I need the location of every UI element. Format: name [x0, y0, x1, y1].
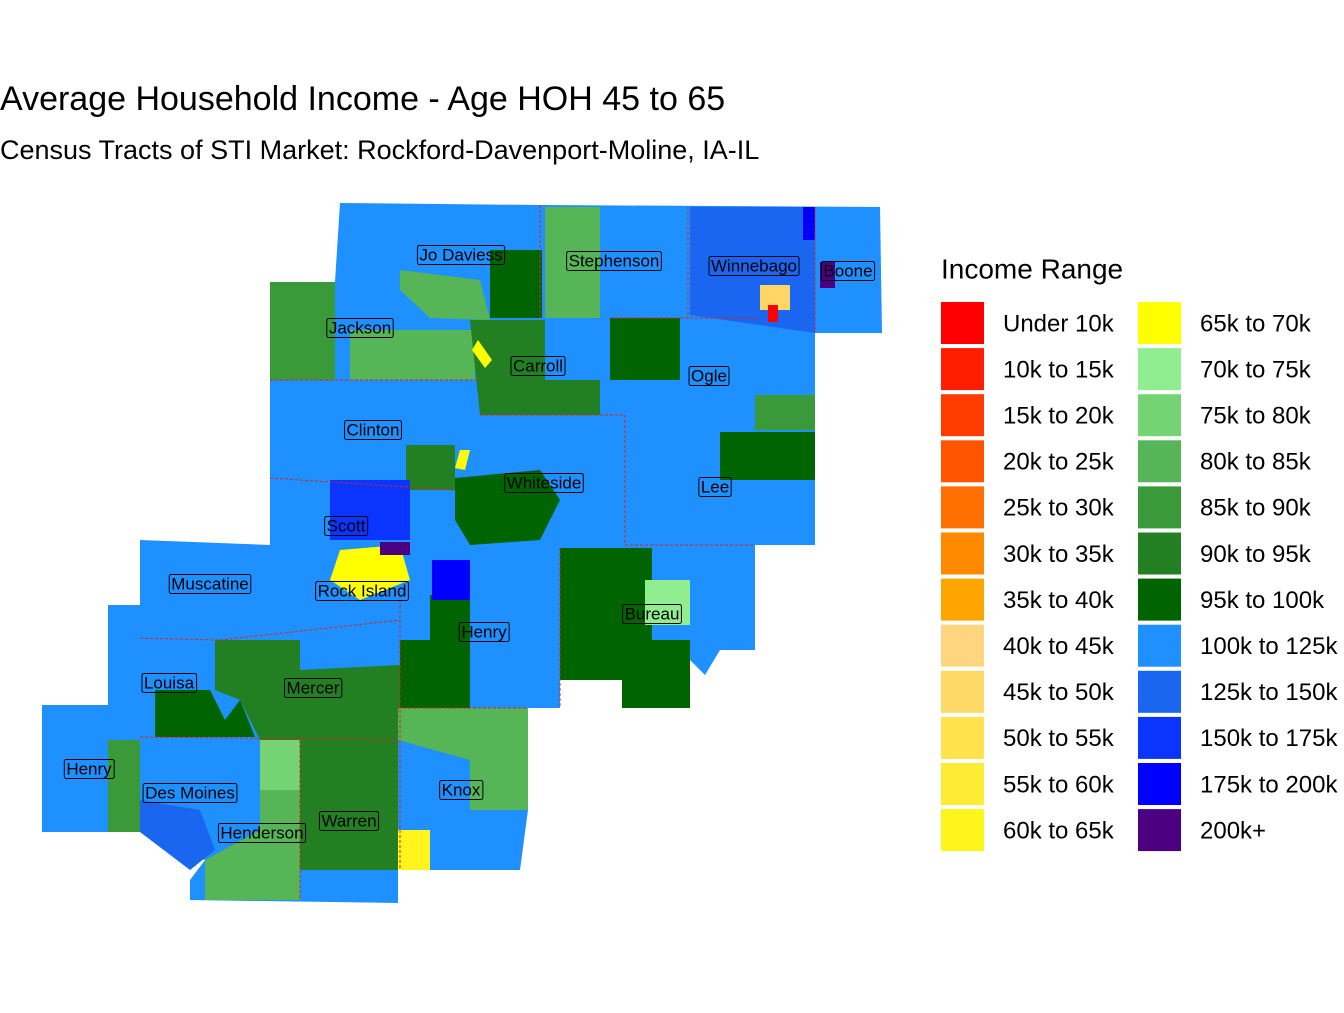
label-box	[510, 355, 566, 376]
legend-swatch	[941, 578, 984, 621]
county-label: Ogle	[691, 366, 727, 385]
label-box	[141, 672, 198, 693]
county-label: Mercer	[287, 678, 340, 697]
subtitle: Census Tracts of STI Market: Rockford-Da…	[0, 135, 759, 165]
label-box	[142, 782, 238, 803]
county-label: Henry	[461, 622, 507, 641]
legend-title: Income Range	[941, 253, 1123, 284]
legend-swatch	[1138, 302, 1181, 344]
legend-label: 30k to 35k	[1003, 541, 1115, 568]
label-box	[318, 810, 380, 831]
label-box	[324, 515, 369, 536]
legend-swatch	[1138, 532, 1181, 575]
legend-swatch	[1138, 486, 1181, 529]
legend-label: 15k to 20k	[1003, 403, 1115, 430]
legend-label: 90k to 95k	[1200, 541, 1312, 568]
county-label: Scott	[327, 516, 366, 535]
county-label: Jackson	[329, 318, 391, 337]
label-box	[315, 580, 409, 601]
legend-swatch	[941, 624, 984, 667]
label-box	[168, 573, 252, 594]
legend-swatch	[1138, 578, 1181, 621]
legend-label: Under 10k	[1003, 310, 1115, 337]
label-box	[416, 244, 506, 265]
legend-swatch	[1138, 394, 1181, 437]
label-box	[439, 779, 484, 800]
county-label: Henry	[66, 759, 112, 778]
legend: Under 10k 10k to 15k 15k to 20k 20k to 25k 2…	[941, 302, 1338, 852]
label-box	[458, 621, 510, 642]
county-label: Winnebago	[711, 256, 797, 275]
title: Average Household Income - Age HOH 45 to…	[0, 80, 725, 118]
label-box	[688, 365, 730, 386]
legend-swatch	[1138, 716, 1181, 759]
label-box	[622, 603, 682, 624]
county-label: Rock Island	[318, 581, 407, 600]
legend-label: 150k to 175k	[1200, 725, 1338, 752]
legend-swatch	[941, 348, 984, 391]
county-label: Stephenson	[569, 251, 660, 270]
legend-label: 50k to 55k	[1003, 725, 1115, 752]
legend-label: 100k to 125k	[1200, 633, 1338, 660]
label-box	[344, 419, 402, 440]
county-labels: Jo Daviess Stephenson Winnebago Boone Ja…	[63, 244, 876, 843]
legend-label: 20k to 25k	[1003, 449, 1115, 476]
legend-swatch	[941, 440, 984, 483]
legend-label: 60k to 65k	[1003, 817, 1115, 844]
label-box	[820, 260, 876, 281]
map	[42, 203, 882, 903]
legend-label: 80k to 85k	[1200, 449, 1312, 476]
legend-swatch	[941, 809, 984, 852]
label-box	[217, 822, 307, 843]
label-box	[326, 317, 394, 338]
legend-swatch	[941, 302, 984, 344]
label-box	[284, 677, 343, 698]
legend-label: 125k to 150k	[1200, 679, 1338, 706]
legend-label: 45k to 50k	[1003, 679, 1115, 706]
legend-swatch	[941, 486, 984, 529]
legend-label: 70k to 75k	[1200, 356, 1312, 383]
label-box	[708, 255, 800, 276]
legend-swatch	[1138, 624, 1181, 667]
county-label: Bureau	[625, 604, 680, 623]
county-label: Henderson	[220, 823, 303, 842]
legend-label: 40k to 45k	[1003, 633, 1115, 660]
legend-swatch	[941, 532, 984, 575]
county-label: Muscatine	[171, 574, 248, 593]
legend-swatch	[941, 670, 984, 713]
legend-label: 200k+	[1200, 817, 1266, 844]
label-box	[63, 758, 115, 779]
county-label: Lee	[701, 477, 729, 496]
county-label: Des Moines	[145, 783, 235, 802]
legend-swatch	[1138, 809, 1181, 852]
legend-swatch	[941, 763, 984, 805]
legend-swatch	[1138, 670, 1181, 713]
legend-swatch	[941, 716, 984, 759]
county-label: Clinton	[347, 420, 400, 439]
label-box	[504, 472, 584, 493]
legend-label: 10k to 15k	[1003, 356, 1115, 383]
county-label: Jo Daviess	[419, 245, 502, 264]
legend-swatch	[941, 394, 984, 437]
legend-label: 75k to 80k	[1200, 403, 1312, 430]
legend-label: 65k to 70k	[1200, 310, 1312, 337]
legend-label: 55k to 60k	[1003, 771, 1115, 798]
legend-label: 25k to 30k	[1003, 495, 1115, 522]
legend-label: 95k to 100k	[1200, 587, 1325, 614]
county-label: Boone	[823, 261, 872, 280]
legend-swatch	[1138, 763, 1181, 805]
county-label: Louisa	[144, 673, 195, 692]
county-label: Carroll	[513, 356, 563, 375]
label-box	[566, 250, 662, 271]
legend-label: 85k to 90k	[1200, 495, 1312, 522]
county-label: Warren	[321, 811, 376, 830]
legend-label: 35k to 40k	[1003, 587, 1115, 614]
county-label: Whiteside	[507, 473, 582, 492]
label-box	[698, 476, 732, 497]
legend-label: 175k to 200k	[1200, 771, 1338, 798]
county-label: Knox	[442, 780, 481, 799]
legend-swatch	[1138, 440, 1181, 483]
legend-swatch	[1138, 348, 1181, 391]
